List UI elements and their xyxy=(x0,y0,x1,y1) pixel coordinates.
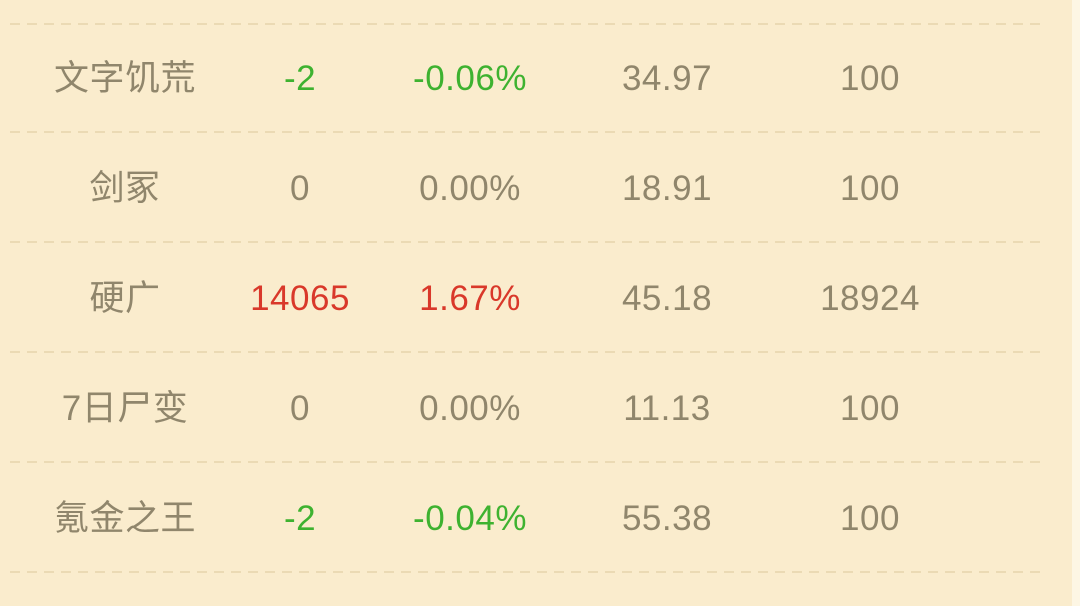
volume-value: 18924 xyxy=(820,278,920,318)
table-row[interactable]: 剑冢 0 0.00% 18.91 100 xyxy=(0,133,1080,243)
change-percent: 0.00% xyxy=(419,388,521,428)
change-percent: 1.67% xyxy=(419,278,521,318)
change-value: -2 xyxy=(283,58,317,98)
price-value: 18.91 xyxy=(621,168,713,208)
stock-name: 剑冢 xyxy=(89,168,161,208)
table-row[interactable]: 氪金之王 -2 -0.04% 55.38 100 xyxy=(0,463,1080,573)
change-value: 0 xyxy=(290,388,310,428)
price-value: 45.18 xyxy=(621,278,713,318)
stock-name: 氪金之王 xyxy=(53,498,196,538)
change-percent: -0.06% xyxy=(413,58,527,98)
table-row[interactable]: 文字饥荒 -2 -0.06% 34.97 100 xyxy=(0,23,1080,133)
stock-name: 文字饥荒 xyxy=(53,58,196,98)
watchlist-table: 文字饥荒 -2 -0.06% 34.97 100 剑冢 0 0.00% 18.9… xyxy=(0,23,1080,573)
change-value: 14065 xyxy=(250,278,350,318)
price-value: 11.13 xyxy=(623,388,711,428)
change-value: -2 xyxy=(283,498,317,538)
right-edge-strip xyxy=(1072,0,1080,606)
stock-name: 7日尸变 xyxy=(61,388,189,428)
volume-value: 100 xyxy=(840,388,900,428)
stock-name: 硬广 xyxy=(89,278,161,318)
volume-value: 100 xyxy=(840,58,900,98)
price-value: 34.97 xyxy=(621,58,713,98)
table-row[interactable]: 7日尸变 0 0.00% 11.13 100 xyxy=(0,353,1080,463)
change-percent: -0.04% xyxy=(413,498,527,538)
change-percent: 0.00% xyxy=(419,168,521,208)
volume-value: 100 xyxy=(840,168,900,208)
volume-value: 100 xyxy=(840,498,900,538)
price-value: 55.38 xyxy=(621,498,713,538)
change-value: 0 xyxy=(290,168,310,208)
table-row[interactable]: 硬广 14065 1.67% 45.18 18924 xyxy=(0,243,1080,353)
